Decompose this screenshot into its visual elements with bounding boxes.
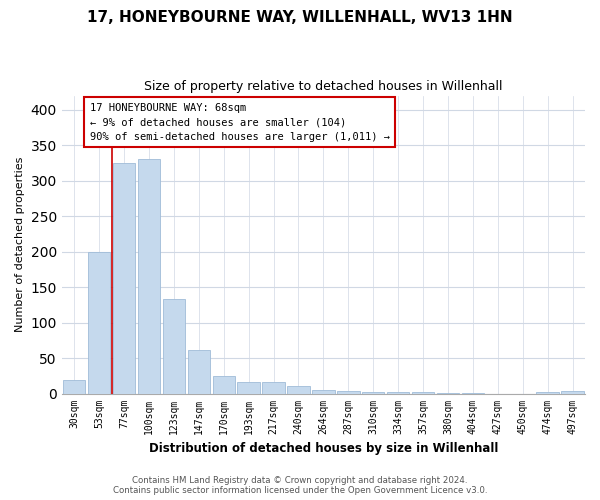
Bar	[437, 393, 459, 394]
Y-axis label: Number of detached properties: Number of detached properties	[15, 157, 25, 332]
Text: 17 HONEYBOURNE WAY: 68sqm
← 9% of detached houses are smaller (104)
90% of semi-: 17 HONEYBOURNE WAY: 68sqm ← 9% of detach…	[89, 102, 389, 142]
Bar	[287, 386, 310, 394]
Bar	[138, 160, 160, 394]
Bar	[337, 392, 359, 394]
Bar	[412, 392, 434, 394]
Bar	[387, 392, 409, 394]
Bar	[262, 382, 285, 394]
Bar	[113, 163, 135, 394]
Bar	[461, 393, 484, 394]
Bar	[212, 376, 235, 394]
Bar	[88, 252, 110, 394]
Bar	[63, 380, 85, 394]
Bar	[562, 390, 584, 394]
Title: Size of property relative to detached houses in Willenhall: Size of property relative to detached ho…	[144, 80, 503, 93]
Bar	[188, 350, 210, 394]
Bar	[536, 392, 559, 394]
Text: Contains HM Land Registry data © Crown copyright and database right 2024.
Contai: Contains HM Land Registry data © Crown c…	[113, 476, 487, 495]
X-axis label: Distribution of detached houses by size in Willenhall: Distribution of detached houses by size …	[149, 442, 498, 455]
Bar	[312, 390, 335, 394]
Bar	[238, 382, 260, 394]
Bar	[362, 392, 385, 394]
Bar	[163, 299, 185, 394]
Text: 17, HONEYBOURNE WAY, WILLENHALL, WV13 1HN: 17, HONEYBOURNE WAY, WILLENHALL, WV13 1H…	[87, 10, 513, 25]
